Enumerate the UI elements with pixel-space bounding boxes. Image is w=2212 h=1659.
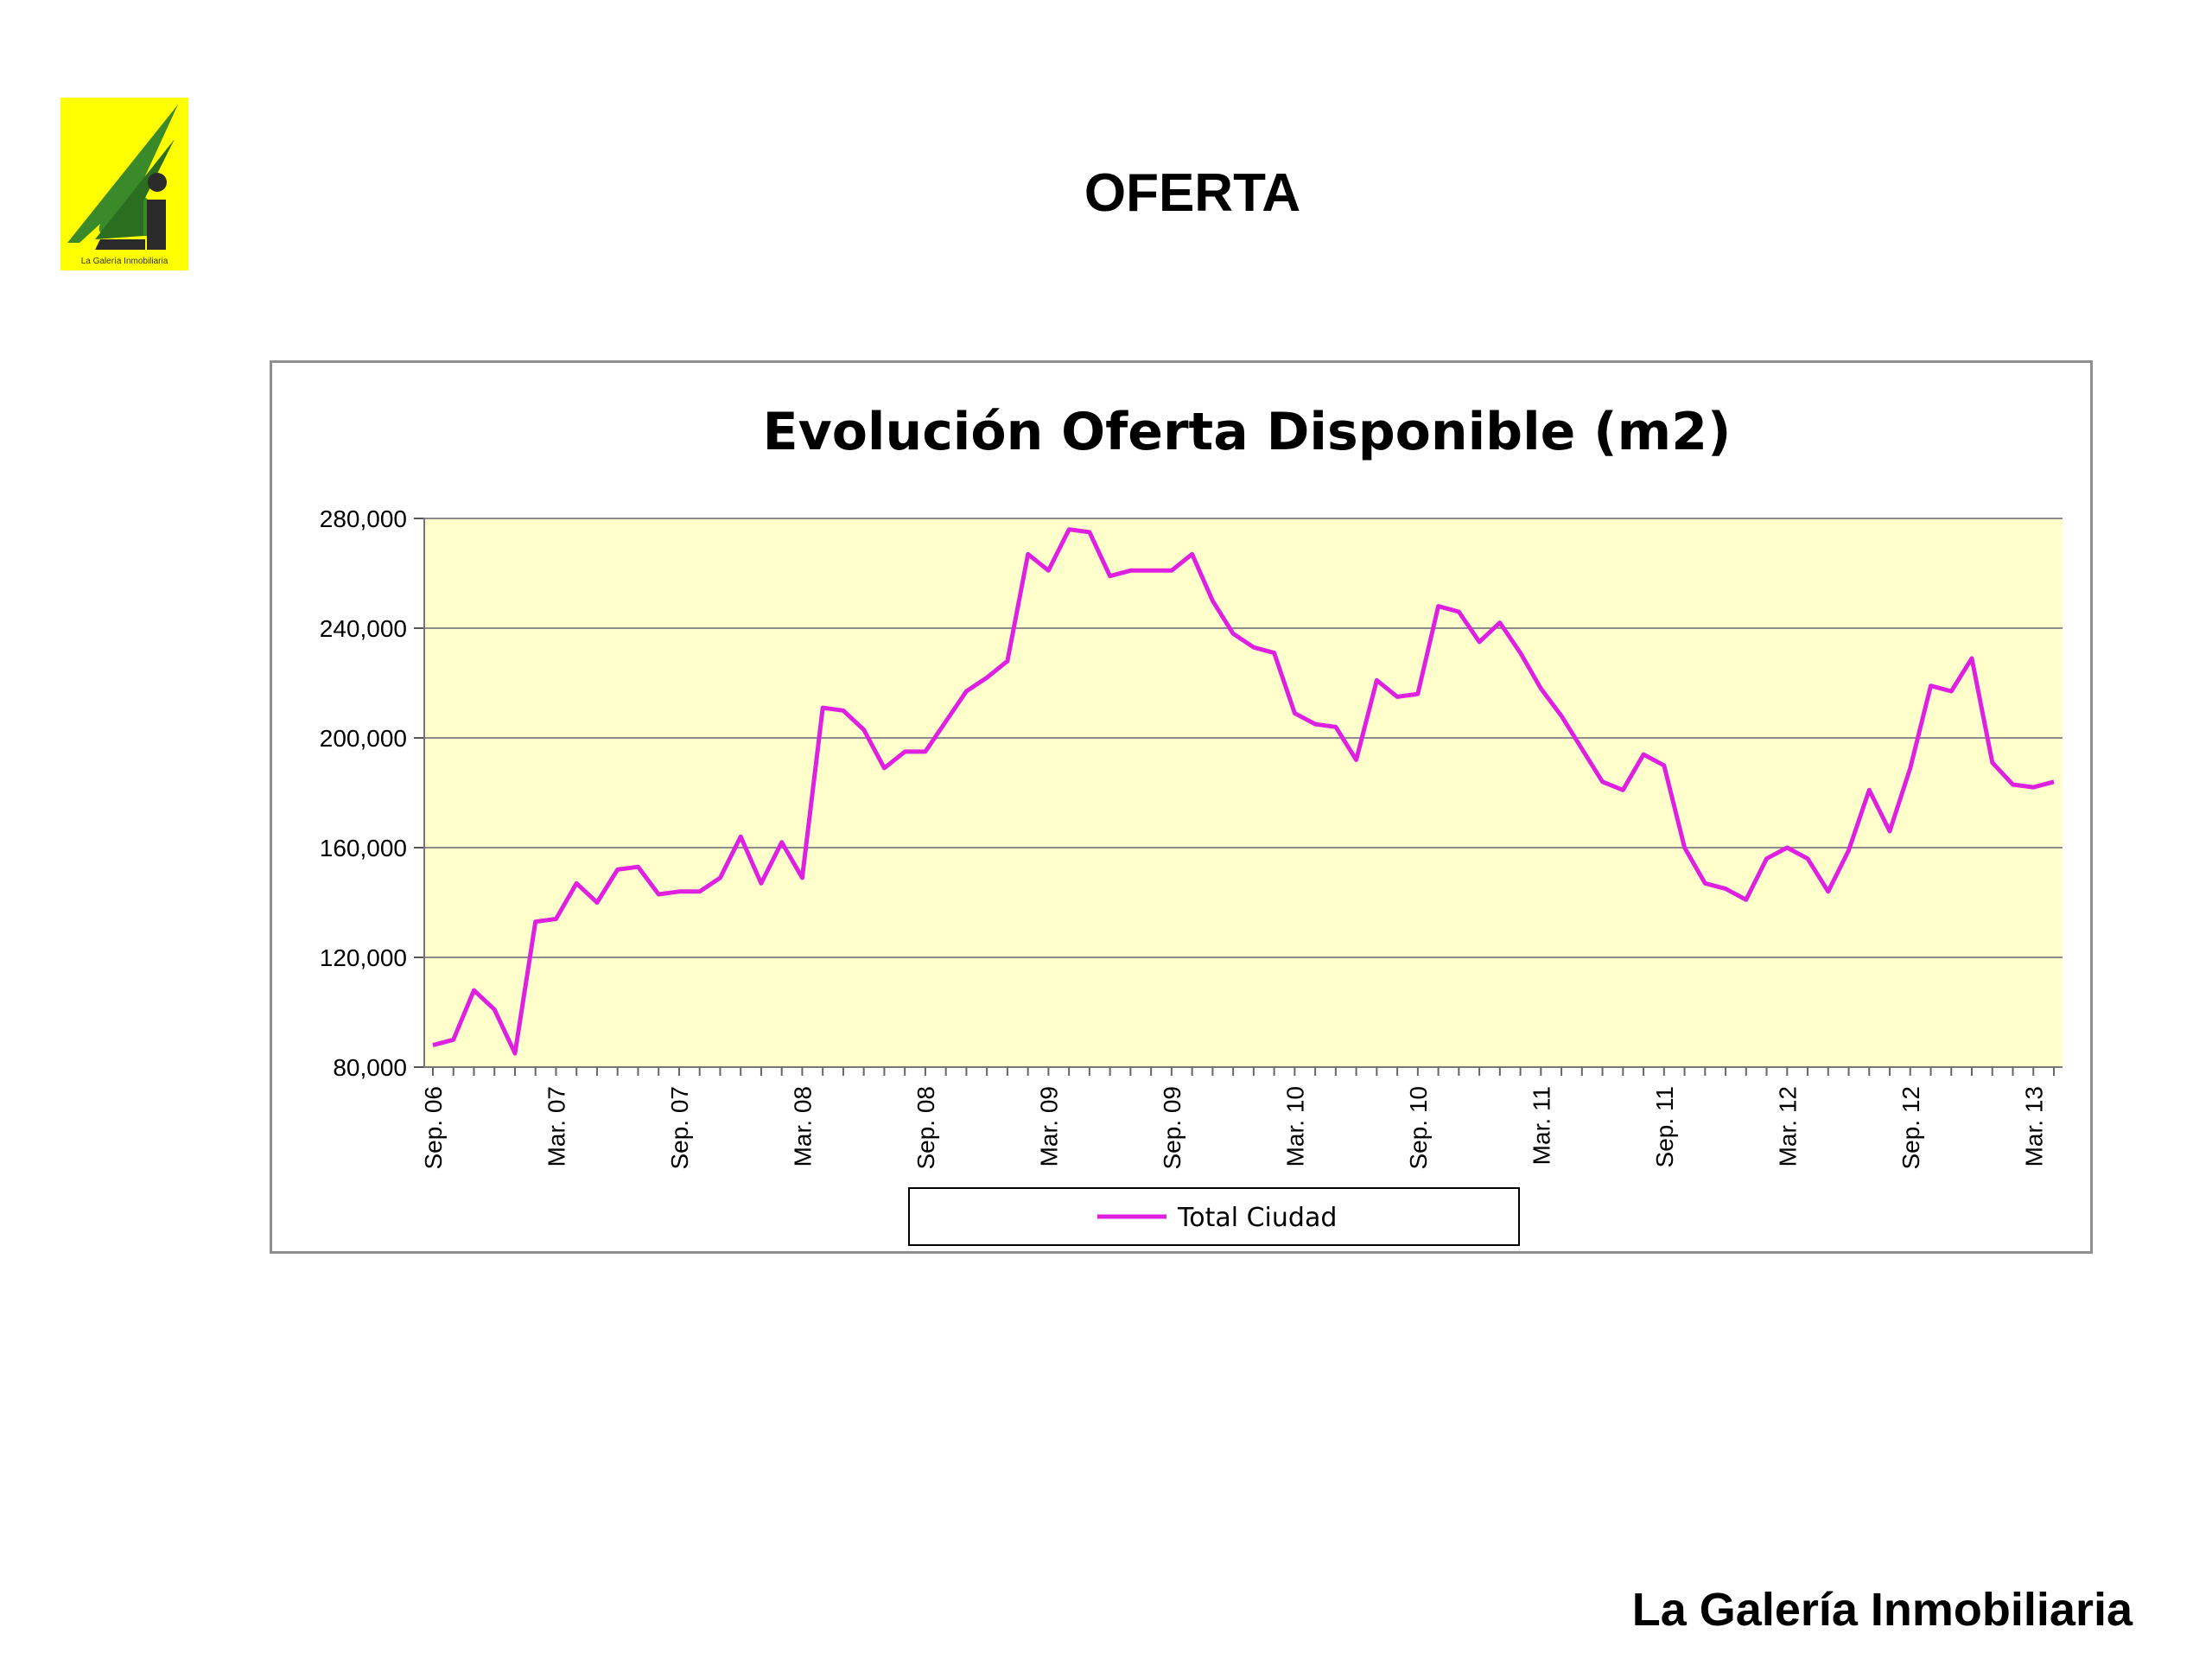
- x-tick-label: Mar. 09: [1035, 1086, 1062, 1166]
- y-tick-label: 200,000: [320, 725, 407, 752]
- chart-title: Evolución Oferta Disponible (m2): [763, 402, 1732, 462]
- x-tick-label: Sep. 07: [666, 1086, 693, 1170]
- y-tick-label: 120,000: [320, 944, 407, 971]
- plot-area: [424, 518, 2063, 1067]
- x-tick-label: Mar. 08: [789, 1086, 816, 1166]
- y-tick-label: 240,000: [320, 615, 407, 642]
- x-tick-label: Sep. 09: [1159, 1086, 1185, 1170]
- x-tick-label: Mar. 13: [2020, 1086, 2047, 1166]
- legend-label: Total Ciudad: [1177, 1203, 1337, 1233]
- x-tick-label: Mar. 11: [1528, 1086, 1554, 1165]
- y-tick-label: 280,000: [320, 505, 407, 532]
- footer-company-name: La Galería Inmobiliaria: [1631, 1584, 2133, 1636]
- y-tick-label: 80,000: [333, 1054, 407, 1081]
- slide-title: OFERTA: [1084, 163, 1301, 223]
- x-tick-label: Mar. 10: [1281, 1086, 1308, 1166]
- legend-box: [908, 1187, 1520, 1246]
- logo-caption: La Galería Inmobiliaria: [81, 257, 168, 266]
- company-logo: La Galería Inmobiliaria: [60, 98, 188, 270]
- series-line-total-ciudad: [432, 527, 2055, 1056]
- x-tick-label: Mar. 07: [543, 1086, 569, 1166]
- x-tick-label: Sep. 11: [1651, 1086, 1678, 1167]
- x-tick-label: Sep. 08: [912, 1086, 939, 1170]
- x-tick-label: Sep. 12: [1897, 1086, 1924, 1170]
- line-chart: Evolución Oferta Disponible (m2) 80,000 12…: [320, 402, 2063, 1246]
- x-tick-label: Sep. 06: [420, 1086, 447, 1170]
- x-tick-label: Mar. 12: [1774, 1086, 1801, 1166]
- y-tick-label: 160,000: [320, 835, 407, 861]
- chart-frame: Evolución Oferta Disponible (m2) 80,000 12…: [270, 360, 2093, 1254]
- x-tick-label: Sep. 10: [1405, 1086, 1432, 1170]
